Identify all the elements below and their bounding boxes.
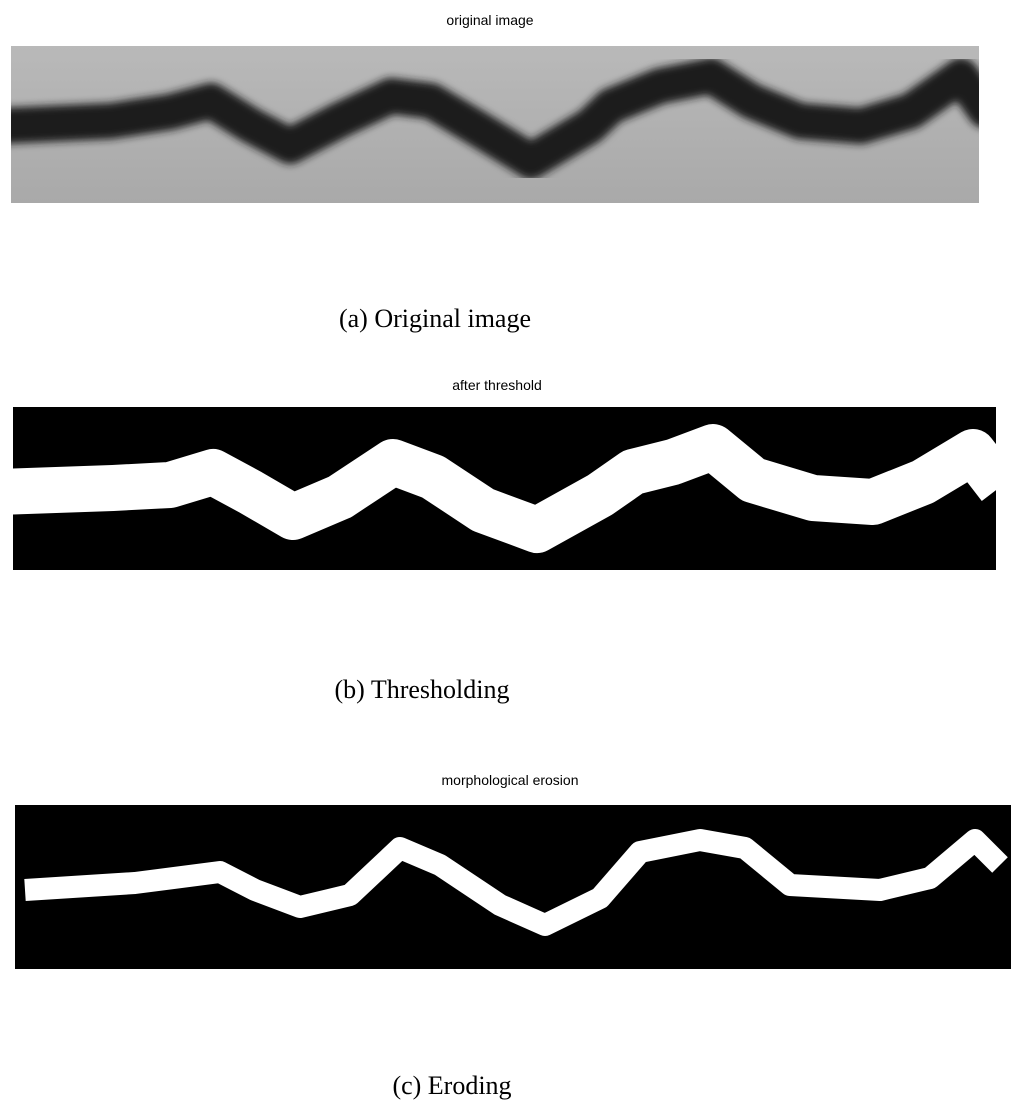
image-threshold — [0, 407, 1000, 570]
page: original image (a) Original image after … — [0, 0, 1011, 1106]
caption: (b) Thresholding — [335, 675, 510, 704]
panel-title: original image — [446, 12, 533, 28]
panel-title: morphological erosion — [442, 772, 579, 788]
figure: original image (a) Original image after … — [0, 0, 1011, 1106]
image-erosion — [15, 805, 1011, 969]
caption: (a) Original image — [339, 304, 531, 333]
caption: (c) Eroding — [392, 1071, 511, 1100]
panel-title: after threshold — [452, 377, 542, 393]
image-original — [0, 46, 985, 203]
